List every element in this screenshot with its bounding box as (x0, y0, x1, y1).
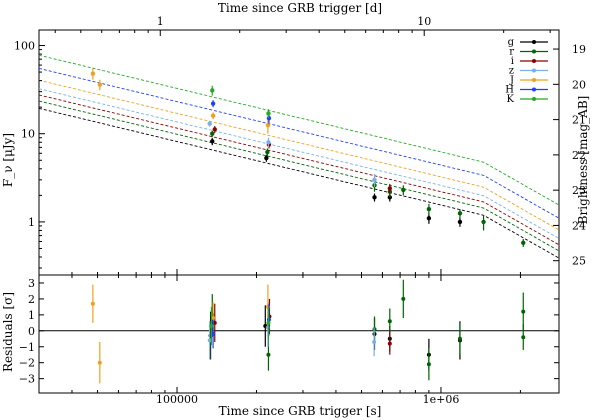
y-tick-label: 1 (28, 216, 35, 229)
residual-point-z (207, 338, 212, 343)
data-point-J (210, 113, 216, 118)
residual-tick-label: 2 (28, 293, 35, 306)
legend-marker-g (532, 40, 536, 44)
residual-points (90, 279, 526, 384)
data-point-z (266, 140, 271, 145)
mag-tick-label: 25 (572, 255, 586, 268)
residual-tick-label: 0 (28, 325, 35, 338)
legend-marker-H (532, 87, 536, 92)
model-curve-i (38, 94, 560, 246)
legend-label-H: H (505, 85, 514, 96)
data-points (90, 68, 526, 247)
plot-frames (38, 29, 560, 394)
data-point-r (457, 211, 463, 216)
model-curve-K (38, 54, 560, 206)
data-point-K (210, 88, 215, 93)
legend-label-K: K (507, 94, 515, 105)
model-curve-g (38, 107, 560, 259)
legend-marker-r (532, 49, 536, 54)
mag-tick-label: 23 (572, 184, 586, 197)
model-curve-H (38, 67, 560, 219)
y-tick-label: 10 (21, 128, 35, 141)
residual-point-r (521, 309, 526, 314)
residual-tick-label: −2 (19, 357, 35, 370)
data-point-r (210, 131, 215, 136)
legend-label-J: J (509, 75, 514, 86)
residual-point-z (372, 339, 377, 344)
data-point-r (481, 219, 486, 225)
legend-label-z: z (509, 66, 514, 77)
residual-tick-label: 1 (28, 309, 35, 322)
data-point-r (426, 206, 432, 212)
mag-tick-label: 19 (572, 43, 586, 56)
residual-point-J (211, 316, 216, 321)
data-point-i (212, 127, 217, 132)
data-point-J (97, 82, 103, 87)
model-curve-z (38, 88, 560, 239)
data-point-z (372, 177, 377, 183)
data-point-r (401, 187, 406, 193)
mag-tick-label: 20 (572, 78, 586, 91)
residual-point-K (209, 324, 214, 329)
legend-label-i: i (511, 56, 514, 67)
model-curve-J (38, 79, 560, 231)
residual-point-r (457, 336, 462, 341)
magnitude-axis-title: Brightness [mag_AB] (576, 96, 590, 225)
mag-tick-label: 24 (572, 219, 586, 232)
data-point-g (264, 155, 269, 161)
data-point-z (207, 121, 212, 126)
residual-tick-label: −1 (19, 341, 35, 354)
legend-label-g: g (508, 37, 515, 48)
residual-point-r (266, 352, 271, 357)
residual-tick-label: 3 (28, 277, 35, 290)
flux-axis-title: F_ν [μJy] (1, 133, 15, 187)
data-point-r (521, 240, 526, 245)
residual-point-J (90, 301, 95, 306)
residual-point-J (97, 360, 102, 365)
legend-label-r: r (509, 47, 514, 58)
data-point-g (210, 139, 215, 144)
residual-point-r (387, 319, 392, 324)
mag-tick-label: 21 (572, 114, 586, 127)
data-point-g (372, 195, 377, 200)
residual-point-H (211, 332, 216, 336)
residual-panel-frame (38, 274, 560, 394)
data-point-H (210, 101, 216, 106)
residual-point-K (266, 320, 271, 325)
mag-tick-label: 22 (572, 149, 586, 162)
residual-point-i (387, 341, 392, 346)
data-point-r (265, 149, 270, 155)
data-point-J (90, 71, 96, 76)
residual-tick-label: −3 (19, 373, 35, 386)
top-tick-label: 10 (417, 15, 431, 28)
data-point-K (266, 111, 271, 116)
legend-marker-K (532, 97, 536, 101)
main-panel-frame (38, 29, 560, 276)
bottom-axis-title: Time since GRB trigger [s] (219, 404, 382, 418)
model-curves (38, 54, 560, 259)
legend-marker-J (532, 78, 536, 82)
y-tick-label: 100 (14, 40, 35, 53)
x-tick-label: 100000 (156, 393, 198, 406)
data-point-g (426, 216, 432, 221)
top-tick-label: 1 (157, 15, 164, 28)
residual-point-i (212, 320, 217, 325)
residual-point-r (401, 296, 406, 301)
model-curve-r (38, 100, 560, 252)
x-tick-label: 1e+06 (423, 393, 460, 406)
residual-point-r (426, 362, 431, 367)
data-point-i (387, 186, 393, 191)
top-axis-title: Time since GRB trigger [d] (218, 1, 382, 15)
residual-point-r (521, 335, 526, 340)
legend-marker-i (532, 59, 536, 63)
data-point-J (265, 122, 271, 128)
data-point-g (457, 219, 463, 225)
legend-marker-z (532, 68, 536, 73)
residuals-axis-title: Residuals [σ] (1, 292, 15, 372)
